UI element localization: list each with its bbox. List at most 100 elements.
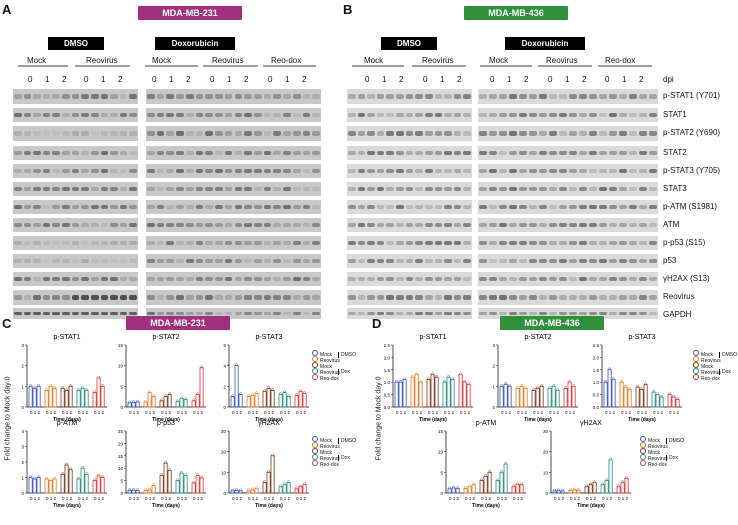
bar bbox=[147, 489, 152, 494]
point bbox=[164, 460, 167, 464]
bar bbox=[499, 385, 504, 408]
bar bbox=[294, 395, 299, 408]
x-axis-label: Time (days) bbox=[152, 503, 180, 509]
point bbox=[640, 387, 643, 390]
point bbox=[160, 398, 163, 402]
blot-strip bbox=[146, 89, 321, 104]
legend-item: Reovirus bbox=[693, 368, 721, 376]
bar bbox=[572, 489, 577, 494]
legend-group-dmso: DMSO bbox=[338, 438, 356, 444]
blot-strip bbox=[478, 126, 658, 141]
bar bbox=[48, 480, 53, 494]
point bbox=[200, 475, 203, 479]
bar bbox=[28, 477, 33, 494]
y-tick-label: 15 bbox=[438, 429, 444, 434]
timepoint-label: 0 bbox=[605, 75, 610, 84]
bar bbox=[60, 387, 65, 408]
bar bbox=[539, 385, 544, 408]
blot-strip bbox=[13, 182, 138, 196]
bar bbox=[32, 478, 37, 494]
bar bbox=[519, 385, 524, 408]
blot-strip bbox=[146, 236, 321, 250]
point bbox=[672, 394, 675, 398]
bar bbox=[547, 387, 552, 408]
bar bbox=[447, 488, 452, 494]
bar bbox=[302, 484, 307, 494]
panel-d-title: MDA-MB-436 bbox=[500, 316, 604, 330]
panel-b-sub-mock-dox: Mock bbox=[489, 56, 509, 65]
bar bbox=[64, 390, 69, 408]
bar bbox=[627, 389, 632, 408]
bar bbox=[446, 376, 451, 408]
blot-strip bbox=[478, 290, 658, 305]
blot-row-label: p53 bbox=[663, 256, 677, 265]
point bbox=[303, 482, 306, 485]
bar bbox=[607, 369, 612, 408]
point bbox=[255, 486, 258, 490]
point bbox=[148, 487, 151, 491]
blot-strip bbox=[146, 164, 321, 178]
bar bbox=[68, 385, 73, 408]
point bbox=[609, 457, 612, 461]
x-tick-label: 0 1 2 bbox=[94, 496, 105, 501]
blot-strip bbox=[146, 308, 321, 319]
x-axis-label: Time (days) bbox=[255, 503, 283, 509]
x-tick-label: 0 1 2 bbox=[129, 496, 140, 501]
blot-strip bbox=[478, 146, 658, 160]
point bbox=[431, 372, 434, 376]
point bbox=[196, 473, 199, 476]
bar bbox=[298, 391, 303, 408]
y-tick-label: 10 bbox=[543, 470, 549, 475]
x-axis-label: Time (days) bbox=[152, 417, 180, 423]
point bbox=[81, 465, 84, 469]
bar bbox=[608, 459, 613, 494]
chart-title: γH2AX bbox=[580, 420, 602, 427]
x-tick-label: 0 1 2 bbox=[565, 410, 576, 415]
bar bbox=[282, 484, 287, 494]
bar bbox=[96, 475, 101, 494]
blot-strip bbox=[146, 218, 321, 232]
point bbox=[144, 488, 147, 491]
bar bbox=[507, 385, 512, 408]
point bbox=[601, 482, 604, 485]
panel-b-group-doxorubicin: Doxorubicin bbox=[505, 37, 585, 50]
blot-strip bbox=[347, 236, 472, 250]
timepoint-label: 1 bbox=[285, 75, 290, 84]
bar bbox=[402, 379, 407, 408]
y-tick-label: 0.0 bbox=[593, 405, 600, 410]
bar bbox=[624, 478, 629, 494]
y-tick-label: 1 bbox=[21, 476, 24, 481]
legend-item: Reo-dox bbox=[312, 460, 339, 468]
point bbox=[540, 384, 543, 387]
bar bbox=[434, 376, 439, 408]
blot-strip bbox=[146, 200, 321, 214]
x-tick-label: 0 1 2 bbox=[618, 496, 629, 501]
chart-c-4: p-p53 0 5 10 15 20 25 0 1 2 0 1 2 0 1 2 0 1 2 0 1 2… bbox=[118, 420, 206, 509]
y-tick-label: 25 bbox=[118, 429, 124, 434]
x-tick-label: 0 1 2 bbox=[280, 410, 291, 415]
y-tick-label: 3 bbox=[21, 445, 24, 450]
x-tick-label: 0 1 2 bbox=[161, 410, 172, 415]
panel-c-title: MDA-MB-231 bbox=[126, 316, 230, 330]
bar bbox=[560, 490, 565, 494]
bar bbox=[48, 385, 53, 408]
blot-strip bbox=[478, 108, 658, 122]
chart-c-3: p-ATM 0 1 2 3 4 0 1 2 0 1 2 0 1 2 0 1 2 0 1 2 Time … bbox=[21, 420, 107, 509]
chart-title: p-p53 bbox=[157, 420, 175, 427]
x-tick-label: 0 1 2 bbox=[129, 410, 140, 415]
bar bbox=[199, 367, 204, 408]
point bbox=[283, 390, 286, 393]
bar bbox=[96, 377, 101, 408]
point bbox=[464, 486, 467, 489]
point bbox=[564, 386, 567, 389]
timepoint-label: 2 bbox=[118, 75, 123, 84]
bar bbox=[458, 374, 463, 408]
point bbox=[61, 386, 64, 389]
y-tick-label: 10 bbox=[118, 364, 124, 369]
blot-strip bbox=[13, 146, 138, 160]
point bbox=[37, 475, 40, 478]
blot-strip bbox=[347, 290, 472, 305]
bar bbox=[254, 488, 259, 494]
point bbox=[176, 399, 179, 402]
point bbox=[524, 386, 527, 389]
